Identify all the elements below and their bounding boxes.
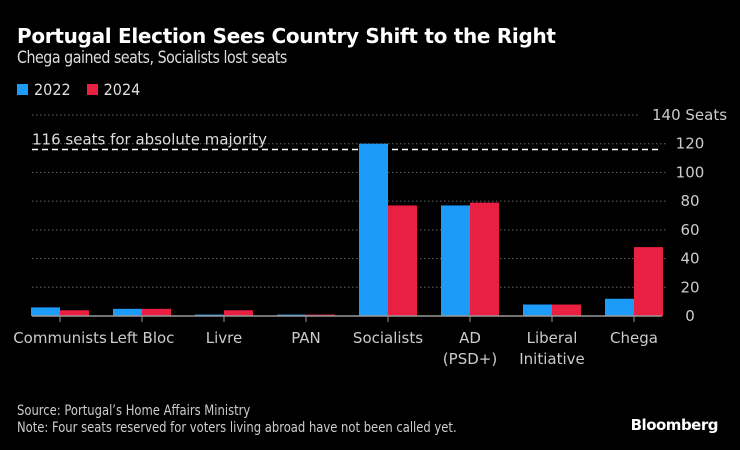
y-tick-label: 60 xyxy=(680,221,699,239)
y-tick-label: 0 xyxy=(685,307,695,325)
bar-2024 xyxy=(552,304,581,316)
x-tick-label: Liberal xyxy=(527,329,578,347)
x-tick-label: Communists xyxy=(13,329,107,347)
bar-2024 xyxy=(60,310,89,316)
legend-label-2024: 2024 xyxy=(103,80,141,99)
y-tick-label: 100 xyxy=(676,163,705,181)
legend-swatch-2024 xyxy=(86,84,98,95)
y-tick-label: 140 Seats xyxy=(652,106,727,124)
chart-title: Portugal Election Sees Country Shift to … xyxy=(17,24,556,48)
x-tick-label: Chega xyxy=(610,329,658,347)
legend-item-2024: 2024 xyxy=(86,80,141,99)
legend-item-2022: 2022 xyxy=(17,80,71,99)
x-tick-label: Socialists xyxy=(353,329,423,347)
x-tick-label: PAN xyxy=(291,329,321,347)
bar-2024 xyxy=(142,308,171,316)
bar-2024 xyxy=(470,202,499,316)
y-tick-label: 120 xyxy=(676,135,705,153)
footer: Source: Portugal’s Home Affairs Ministry… xyxy=(17,403,457,437)
x-tick-label: Initiative xyxy=(519,350,585,368)
bar-2022 xyxy=(113,308,142,316)
source-note: Source: Portugal’s Home Affairs Ministry xyxy=(17,403,251,419)
bar-2022 xyxy=(31,307,60,316)
bar-2022 xyxy=(359,143,388,316)
x-tick-label: AD xyxy=(459,329,481,347)
x-tick-label: Livre xyxy=(206,329,242,347)
bar-2024 xyxy=(634,247,663,316)
majority-label: 116 seats for absolute majority xyxy=(32,130,267,148)
chart-subtitle: Chega gained seats, Socialists lost seat… xyxy=(17,48,287,68)
y-tick-label: 20 xyxy=(680,278,699,296)
footnote: Note: Four seats reserved for voters liv… xyxy=(17,420,457,436)
y-tick-label: 80 xyxy=(680,192,699,210)
bar-2022 xyxy=(605,298,634,316)
bar-2024 xyxy=(224,310,253,316)
x-tick-label: (PSD+) xyxy=(443,350,497,368)
bar-2022 xyxy=(523,304,552,316)
legend: 2022 2024 xyxy=(17,80,140,99)
legend-label-2022: 2022 xyxy=(34,80,71,99)
bar-2024 xyxy=(388,205,417,316)
bloomberg-logo: Bloomberg xyxy=(630,416,719,434)
bar-2022 xyxy=(441,205,470,316)
x-tick-label: Left Bloc xyxy=(110,329,175,347)
legend-swatch-2022 xyxy=(17,84,28,95)
y-tick-label: 40 xyxy=(680,250,699,268)
